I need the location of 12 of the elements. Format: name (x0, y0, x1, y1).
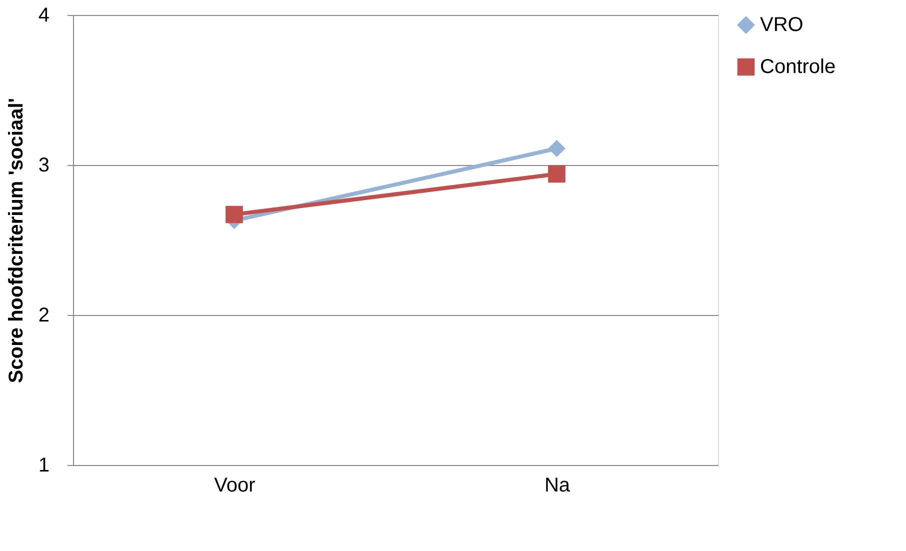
legend-label: VRO (760, 14, 804, 36)
x-tick-label: Voor (214, 474, 256, 496)
legend-label: Controle (760, 56, 836, 78)
point (548, 165, 566, 183)
y-tick-label: 2 (38, 304, 50, 326)
y-axis-title: Score hoofdcriterium 'sociaal' (5, 98, 28, 384)
y-tick-label: 1 (38, 454, 50, 476)
x-tick-label: Na (544, 474, 571, 496)
point (226, 206, 243, 224)
y-tick-label: 3 (38, 154, 50, 176)
point (548, 140, 566, 158)
y-tick-label: 4 (38, 4, 50, 26)
